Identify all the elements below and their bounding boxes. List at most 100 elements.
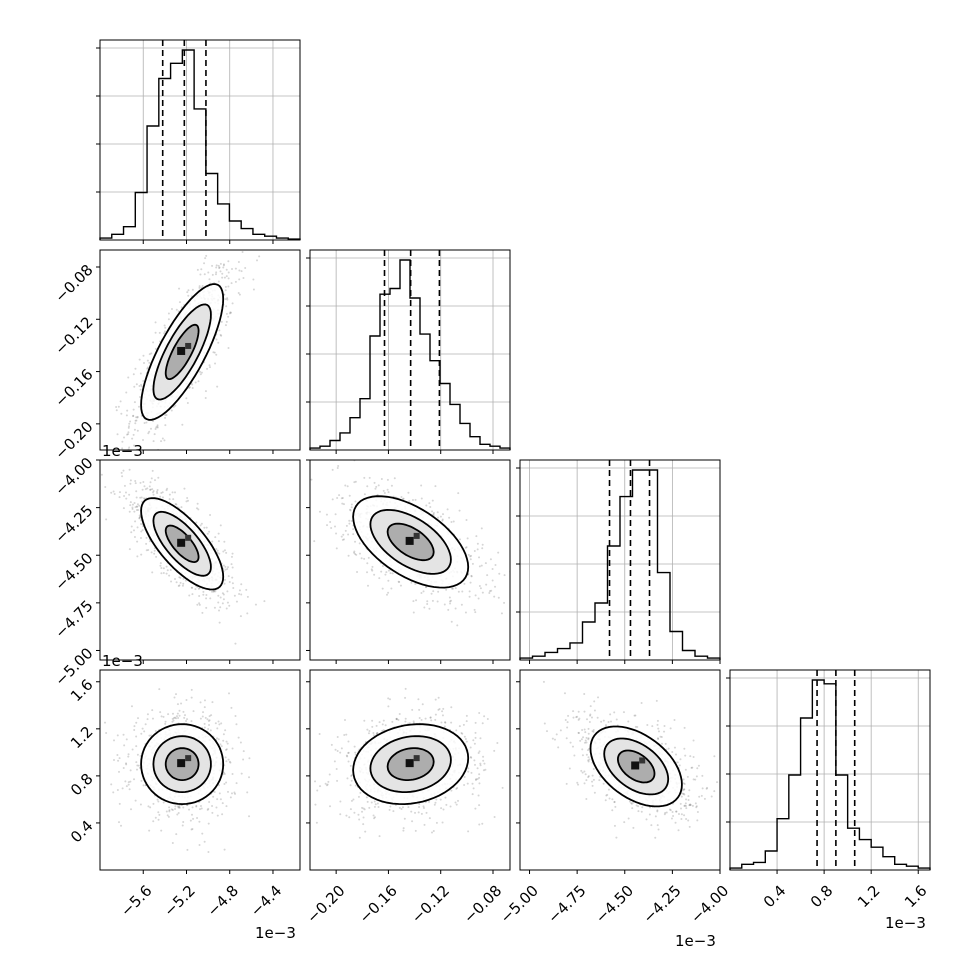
scatter-point xyxy=(431,510,434,513)
scatter-point xyxy=(613,801,616,804)
scatter-point xyxy=(353,745,356,748)
scatter-point xyxy=(474,778,477,781)
scatter-point xyxy=(131,748,134,751)
scatter-point xyxy=(684,754,687,757)
scatter-point xyxy=(116,788,119,791)
scatter-point xyxy=(151,491,154,494)
scatter-point xyxy=(171,717,174,720)
scatter-point xyxy=(211,540,214,543)
scatter-point xyxy=(127,425,130,428)
scatter-point xyxy=(491,579,494,582)
scatter-point xyxy=(590,716,593,719)
scatter-point xyxy=(464,611,467,614)
scatter-point xyxy=(179,581,182,584)
scatter-point xyxy=(121,447,124,450)
scatter-point xyxy=(123,744,126,747)
scatter-point xyxy=(469,558,472,561)
scatter-point xyxy=(203,273,206,276)
scatter-point xyxy=(145,536,148,539)
scatter-point xyxy=(692,755,695,758)
scatter-point xyxy=(395,718,398,721)
scatter-point xyxy=(145,542,148,545)
scatter-point xyxy=(218,723,221,726)
scatter-point xyxy=(365,796,368,799)
scatter-point xyxy=(196,603,199,606)
pair-panel-1-3 xyxy=(99,459,301,661)
scatter-point xyxy=(148,485,151,488)
scatter-point xyxy=(256,259,259,262)
scatter-point xyxy=(382,729,385,732)
scatter-point xyxy=(229,311,232,314)
scatter-point xyxy=(233,791,236,794)
scatter-point xyxy=(471,562,474,565)
scatter-point xyxy=(371,565,374,568)
scatter-point xyxy=(477,752,480,755)
scatter-point xyxy=(454,607,457,610)
scatter-point xyxy=(130,531,133,534)
scatter-point xyxy=(418,803,421,806)
scatter-point xyxy=(198,603,201,606)
scatter-point xyxy=(237,736,240,739)
scatter-point xyxy=(258,255,261,258)
scatter-point xyxy=(238,592,241,595)
scatter-point xyxy=(219,333,222,336)
scatter-point xyxy=(657,738,660,741)
scatter-point xyxy=(136,429,139,432)
scatter-point xyxy=(491,568,494,571)
scatter-point xyxy=(420,718,423,721)
scatter-point xyxy=(164,722,167,725)
scatter-point xyxy=(152,493,155,496)
scatter-point xyxy=(585,736,588,739)
scatter-point xyxy=(478,584,481,587)
scatter-point xyxy=(336,496,339,499)
scatter-point xyxy=(178,301,181,304)
scatter-point xyxy=(586,749,589,752)
scatter-point xyxy=(469,755,472,758)
scatter-point xyxy=(352,528,355,531)
scatter-point xyxy=(516,738,518,740)
scatter-point xyxy=(162,571,165,574)
scatter-point xyxy=(657,727,660,730)
scatter-point xyxy=(454,587,457,590)
scatter-point xyxy=(467,767,470,770)
scatter-point xyxy=(191,288,194,291)
scatter-point xyxy=(183,487,186,490)
scatter-point xyxy=(475,535,478,538)
scatter-point xyxy=(345,754,348,757)
scatter-point xyxy=(422,806,425,809)
scatter-point xyxy=(465,720,468,723)
panel-frame xyxy=(309,459,511,661)
scatter-point xyxy=(189,819,192,822)
scatter-point xyxy=(429,716,432,719)
scatter-point xyxy=(465,519,468,522)
scatter-point xyxy=(679,758,682,761)
scatter-point xyxy=(170,307,173,310)
scatter-point xyxy=(695,775,698,778)
scatter-point xyxy=(437,590,440,593)
scatter-point xyxy=(473,742,476,745)
scatter-point xyxy=(378,835,381,838)
scatter-point xyxy=(138,384,141,387)
scatter-point xyxy=(356,571,359,574)
scatter-point xyxy=(227,271,230,274)
scatter-point xyxy=(587,747,590,750)
scatter-point xyxy=(203,722,206,725)
scatter-point xyxy=(346,777,349,780)
pair-content xyxy=(542,680,720,839)
scatter-point xyxy=(623,821,626,824)
scatter-point xyxy=(280,813,282,815)
scatter-point xyxy=(368,729,371,732)
scatter-point xyxy=(208,801,211,804)
histogram-step xyxy=(99,49,301,240)
scatter-point xyxy=(431,599,434,602)
scatter-point xyxy=(363,493,366,496)
scatter-point xyxy=(314,803,317,806)
scatter-point xyxy=(467,770,470,773)
scatter-point xyxy=(238,278,241,281)
scatter-point xyxy=(217,280,220,283)
scatter-point xyxy=(248,757,251,760)
scatter-point xyxy=(347,751,350,754)
scatter-point xyxy=(121,440,124,443)
scatter-point xyxy=(446,508,449,511)
scatter-point xyxy=(216,244,218,246)
